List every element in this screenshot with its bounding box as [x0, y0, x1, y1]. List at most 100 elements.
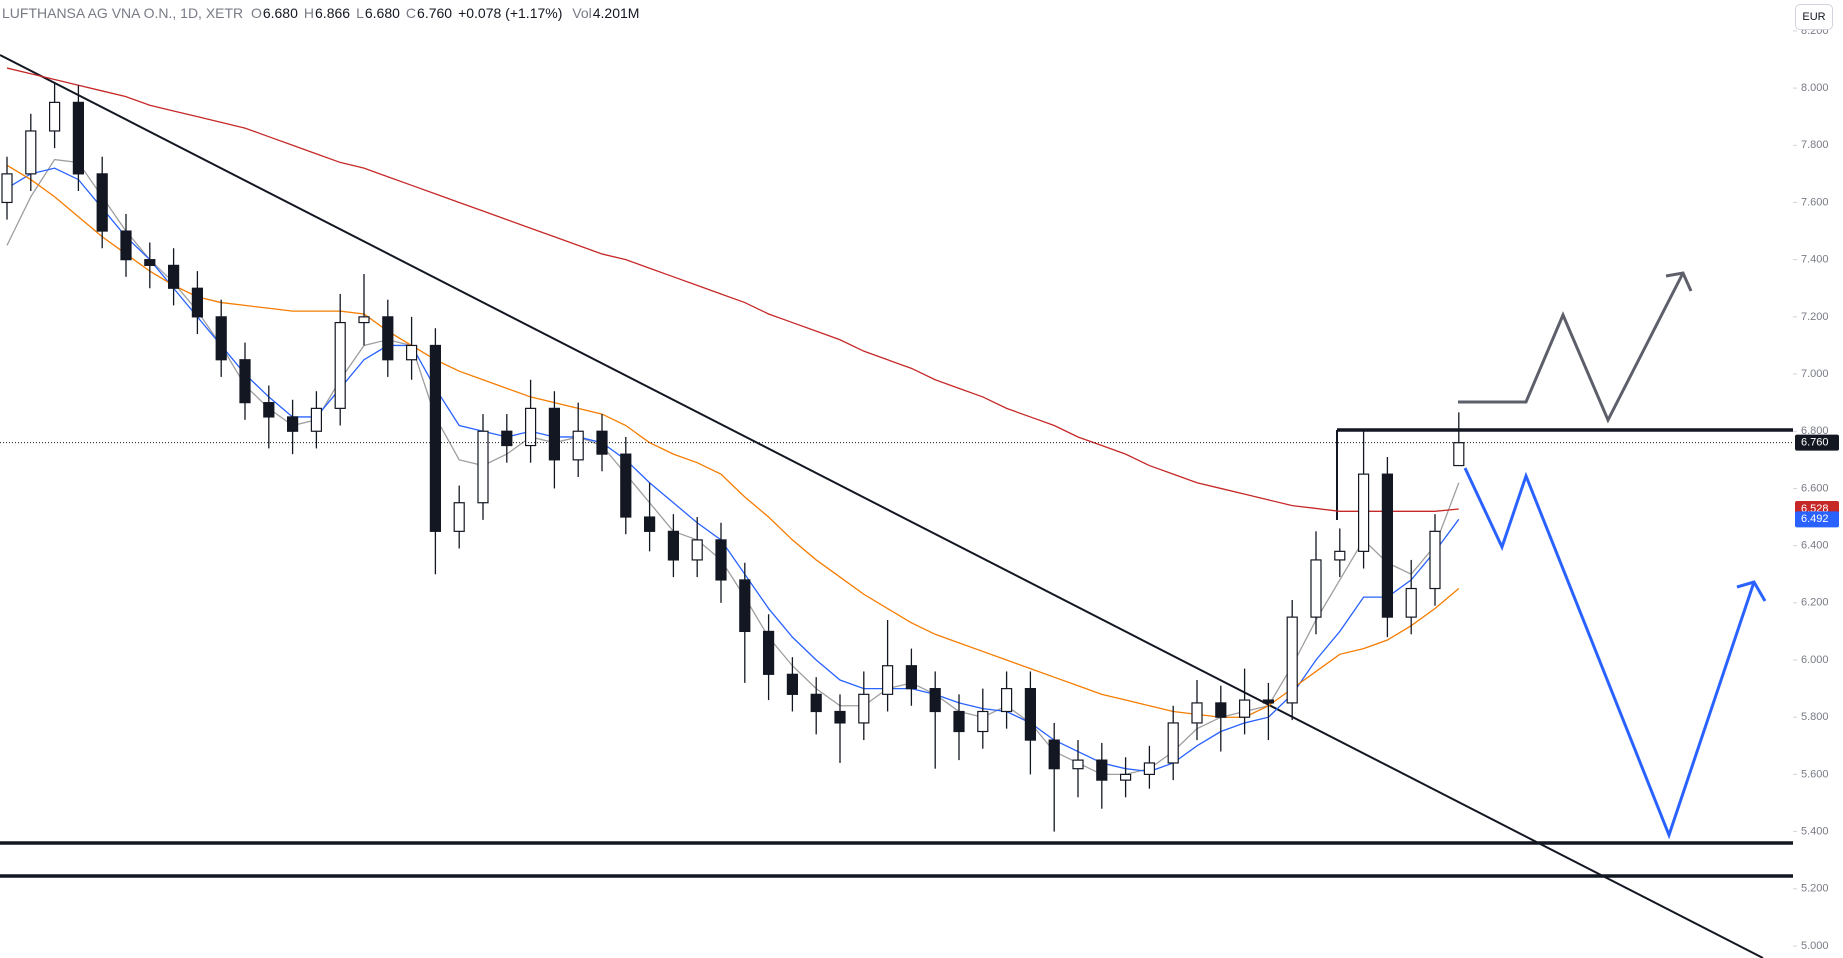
price-tag-label: 6.492 [1801, 513, 1829, 525]
currency-button[interactable]: EUR [1795, 4, 1833, 30]
candle-body [643, 516, 656, 532]
ohlc-key: O [250, 5, 262, 21]
y-tick-label: 5.600 [1801, 768, 1829, 780]
candle-body [334, 321, 346, 409]
candle-body [96, 173, 108, 232]
ohlc-value: 6.680 [262, 5, 298, 21]
bull-scenario-path [1458, 272, 1685, 424]
candle-body [1000, 688, 1013, 713]
y-tick-label: 5.400 [1801, 826, 1829, 838]
candle-body [1381, 473, 1394, 618]
candle-body [1072, 759, 1084, 770]
candle-body [120, 230, 132, 261]
candle-body [572, 430, 584, 461]
candle-body [501, 430, 513, 447]
candle-body [144, 259, 156, 266]
ma-line [6, 158, 1460, 776]
candle-body [1310, 559, 1322, 618]
y-tick-label: 6.000 [1801, 654, 1829, 666]
candle-body [810, 693, 822, 713]
y-tick-label: 5.000 [1801, 940, 1829, 952]
candle-body [596, 430, 608, 455]
legend-header: LUFTHANSA AG VNA O.N., 1D, XETR O6.680 H6… [2, 5, 645, 21]
candle-body [382, 316, 394, 361]
y-tick-label: 6.800 [1801, 425, 1829, 437]
candle-body [1405, 587, 1417, 618]
candle-body [1191, 702, 1203, 724]
candle-body [834, 710, 846, 724]
candle-body [1215, 702, 1227, 718]
arrow-head [1665, 271, 1693, 292]
candle-body [715, 539, 727, 581]
candle-body [1334, 550, 1346, 561]
y-tick-label: 7.000 [1801, 368, 1829, 380]
y-tick-label: 7.800 [1801, 139, 1829, 151]
bear-scenario-path [1463, 467, 1756, 840]
ma-line [6, 164, 1460, 718]
ohlc-value: 6.680 [364, 5, 400, 21]
change: +0.078 (+1.17%) [458, 5, 563, 21]
candle-body [858, 693, 870, 724]
candle-body [310, 407, 322, 432]
candle-body [691, 539, 703, 561]
candle-body [215, 316, 227, 361]
candle-body [287, 416, 299, 432]
y-tick-label: 7.400 [1801, 254, 1829, 266]
price-axis [1793, 0, 1843, 958]
y-tick-label: 8.200 [1801, 25, 1829, 37]
candle-body [48, 101, 61, 132]
candle-body [453, 502, 465, 532]
candle-body [1143, 762, 1156, 776]
candle-body [1119, 773, 1132, 781]
candle-body [429, 344, 441, 532]
candle-body [739, 579, 751, 633]
candle-body [953, 710, 965, 733]
ohlc-key: C [405, 5, 417, 21]
candle-body [1238, 699, 1251, 718]
volume: 4.201M [592, 5, 640, 21]
candle-body [762, 630, 775, 675]
y-tick-label: 6.600 [1801, 482, 1829, 494]
y-tick-label: 6.400 [1801, 540, 1829, 552]
y-tick-label: 5.800 [1801, 711, 1829, 723]
price-tag-label: 6.760 [1801, 437, 1829, 449]
y-tick-label: 6.200 [1801, 597, 1829, 609]
ohlc-value: 6.760 [417, 5, 453, 21]
candle-body [881, 665, 894, 695]
arrow-head [1736, 580, 1767, 602]
price-tag [1795, 511, 1839, 528]
y-tick-label: 8.000 [1801, 82, 1829, 94]
candle-body [929, 688, 941, 713]
ohlc: O6.680 H6.866 L6.680 C6.760 [251, 5, 458, 21]
y-tick-label: 7.200 [1801, 311, 1829, 323]
candle-body [406, 344, 418, 361]
candle-body [477, 430, 489, 504]
candle-body [1262, 699, 1275, 704]
candle-body [1453, 442, 1465, 467]
candle-body [1429, 530, 1441, 590]
ohlc-key: L [356, 5, 364, 21]
candle-body [977, 710, 989, 733]
candles [1, 82, 1465, 832]
candle-body [1048, 739, 1060, 770]
candle-body [524, 407, 537, 447]
candle-body [548, 407, 561, 461]
trend-line [0, 54, 1764, 958]
candle-body [1, 173, 13, 204]
y-tick-label: 7.600 [1801, 196, 1829, 208]
candle-body [239, 359, 251, 404]
candle-body [358, 316, 370, 324]
candle-body [905, 665, 918, 690]
drawings [0, 54, 1793, 958]
candle-body [667, 530, 680, 561]
candle-body [72, 101, 85, 175]
candle-body [1096, 759, 1108, 781]
candle-body [786, 673, 799, 695]
ohlc-key: H [303, 5, 315, 21]
candle-body [191, 287, 203, 318]
candle-body [1024, 688, 1037, 741]
candle-body [620, 453, 632, 518]
ma-line [6, 67, 1459, 512]
candle-body [25, 130, 37, 175]
